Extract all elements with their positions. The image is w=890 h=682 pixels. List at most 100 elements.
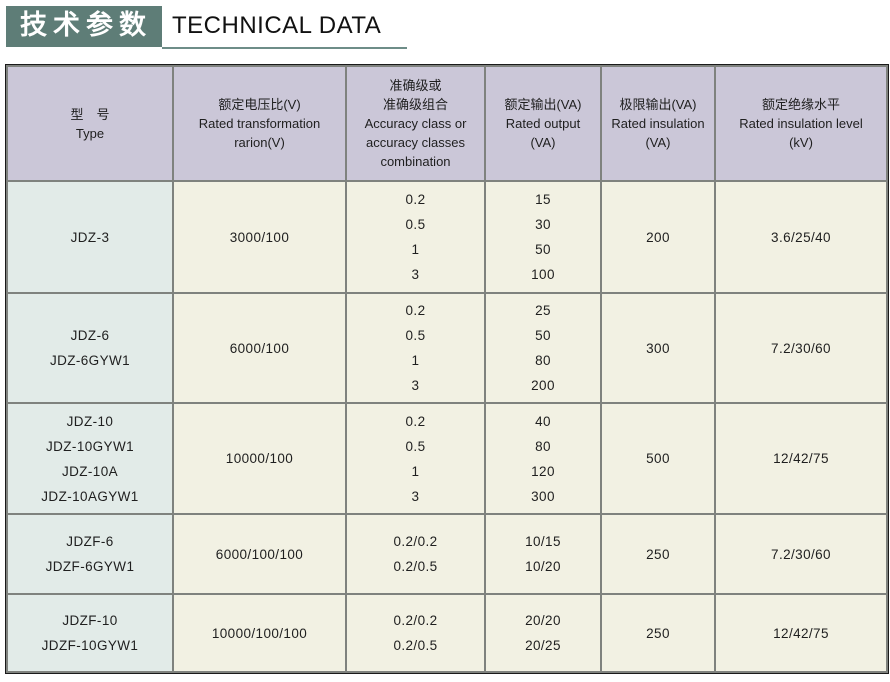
cell-line: 300 xyxy=(531,488,555,504)
data-cell: 0.2/0.2 0.2/0.5 xyxy=(345,593,486,673)
data-cell: 10/15 10/20 xyxy=(484,513,602,595)
table-header-row: 型 号 Type 额定电压比(V) Rated transformation rario… xyxy=(6,65,888,182)
cell-line: 0.5 xyxy=(405,328,426,343)
cell-line: 250 xyxy=(646,625,670,641)
header-line: rarion(V) xyxy=(234,135,285,150)
cell-line: 25 xyxy=(535,303,551,318)
header-line: combination xyxy=(380,154,451,169)
header-line: 极限输出(VA) xyxy=(619,97,697,112)
cell-line: 1 xyxy=(411,353,420,368)
data-cell: 200 xyxy=(600,180,716,294)
header-cell-4: 极限输出(VA) Rated insulation (VA) xyxy=(600,65,716,182)
cell-line: 6000/100 xyxy=(229,340,290,356)
header-line: 型 号 xyxy=(70,106,110,122)
cell-line: 0.5 xyxy=(405,217,426,232)
cell-line: 3 xyxy=(411,378,420,393)
cell-line: 0.2/0.2 xyxy=(393,534,438,549)
header-line: Type xyxy=(75,125,105,141)
cell-line: 500 xyxy=(646,451,670,466)
cell-line: 50 xyxy=(535,242,551,257)
data-cell: 0.2/0.2 0.2/0.5 xyxy=(345,513,486,595)
header-line: (VA) xyxy=(530,135,556,150)
header-cell-3: 额定输出(VA) Rated output (VA) xyxy=(484,65,602,182)
data-cell: 6000/100/100 xyxy=(172,513,347,595)
cell-line: 7.2/30/60 xyxy=(771,340,831,356)
cell-line: JDZ-3 xyxy=(70,229,110,245)
table-row: JDZ-6 JDZ-6GYW1 6000/100 0.2 0.5 1 3 25 50 80 200 3… xyxy=(6,292,888,404)
data-cell: 250 xyxy=(600,593,716,673)
cell-line: JDZF-10 xyxy=(62,613,118,628)
header-cell-5: 额定绝缘水平 Rated insulation level (kV) xyxy=(714,65,888,182)
data-cell: 3.6/25/40 xyxy=(714,180,888,294)
cell-line: 15 xyxy=(535,192,551,207)
type-cell: JDZ-6 JDZ-6GYW1 xyxy=(6,292,174,404)
cell-line: 0.2 xyxy=(405,192,426,207)
cell-line: 200 xyxy=(531,378,555,393)
cell-line: 10/15 xyxy=(525,534,561,549)
cell-line: JDZF-6GYW1 xyxy=(45,559,135,574)
cell-line: 1 xyxy=(411,242,420,257)
cell-line: 0.2/0.2 xyxy=(393,613,438,628)
header-line: 额定输出(VA) xyxy=(504,97,582,112)
cell-line: 3000/100 xyxy=(229,229,290,245)
cell-line: 0.2/0.5 xyxy=(393,559,438,574)
header-line: Rated insulation level xyxy=(739,116,863,131)
page-title-english: TECHNICAL DATA xyxy=(162,4,408,49)
table-row: JDZF-6 JDZF-6GYW1 6000/100/100 0.2/0.2 0.2/0… xyxy=(6,513,888,595)
cell-line: 7.2/30/60 xyxy=(771,546,831,562)
cell-line: 120 xyxy=(531,463,555,479)
cell-line: 80 xyxy=(535,438,551,454)
cell-line: 80 xyxy=(535,353,551,368)
type-cell: JDZF-10 JDZF-10GYW1 xyxy=(6,593,174,673)
data-cell: 10000/100 xyxy=(172,402,347,515)
header-line: accuracy classes xyxy=(366,135,465,150)
data-cell: 40 80 120 300 xyxy=(484,402,602,515)
cell-line: 200 xyxy=(646,229,670,245)
page-title: 技术参数 TECHNICAL DATA xyxy=(6,4,886,56)
header-line: 额定绝缘水平 xyxy=(761,97,840,112)
data-cell: 7.2/30/60 xyxy=(714,513,888,595)
cell-line: 3 xyxy=(411,267,420,282)
cell-line: 0.2 xyxy=(405,303,426,318)
data-cell: 25 50 80 200 xyxy=(484,292,602,404)
cell-line: 10000/100 xyxy=(225,451,294,466)
header-line: Accuracy class or xyxy=(364,116,467,131)
type-cell: JDZ-10 JDZ-10GYW1 JDZ-10A JDZ-10AGYW1 xyxy=(6,402,174,515)
cell-line: 3.6/25/40 xyxy=(771,229,831,245)
cell-line: 10/20 xyxy=(525,559,561,574)
type-cell: JDZF-6 JDZF-6GYW1 xyxy=(6,513,174,595)
data-cell: 20/20 20/25 xyxy=(484,593,602,673)
header-cell-1: 额定电压比(V) Rated transformation rarion(V) xyxy=(172,65,347,182)
cell-line: 0.5 xyxy=(405,438,426,454)
data-cell: 3000/100 xyxy=(172,180,347,294)
cell-line: 250 xyxy=(646,546,670,562)
cell-line: 10000/100/100 xyxy=(211,625,308,641)
data-cell: 0.2 0.5 1 3 xyxy=(345,180,486,294)
cell-line: 40 xyxy=(535,413,551,429)
cell-line: JDZF-10GYW1 xyxy=(41,638,139,653)
data-cell: 0.2 0.5 1 3 xyxy=(345,292,486,404)
header-line: 准确级或 xyxy=(389,78,442,93)
cell-line: 12/42/75 xyxy=(773,451,829,466)
data-cell: 500 xyxy=(600,402,716,515)
data-cell: 6000/100 xyxy=(172,292,347,404)
header-line: (VA) xyxy=(645,135,671,150)
data-cell: 300 xyxy=(600,292,716,404)
table-row: JDZ-3 3000/100 0.2 0.5 1 3 15 30 50 100 200 3.6/25/… xyxy=(6,180,888,294)
cell-line: 0.2 xyxy=(405,413,426,429)
page-title-chinese: 技术参数 xyxy=(6,6,162,47)
cell-line: 300 xyxy=(646,340,670,356)
cell-line: JDZF-6 xyxy=(66,534,114,549)
cell-line: 3 xyxy=(411,488,420,504)
cell-line: 20/20 xyxy=(525,613,561,628)
technical-data-table: 型 号 Type 额定电压比(V) Rated transformation rario… xyxy=(5,64,889,674)
cell-line: 1 xyxy=(411,463,420,479)
header-line: (kV) xyxy=(789,135,813,150)
cell-line: 0.2/0.5 xyxy=(393,638,438,653)
data-cell: 7.2/30/60 xyxy=(714,292,888,404)
header-line: Rated insulation xyxy=(611,116,705,131)
cell-line: JDZ-6GYW1 xyxy=(49,353,131,368)
cell-line: JDZ-10GYW1 xyxy=(45,438,134,454)
cell-line: JDZ-6 xyxy=(70,328,110,343)
